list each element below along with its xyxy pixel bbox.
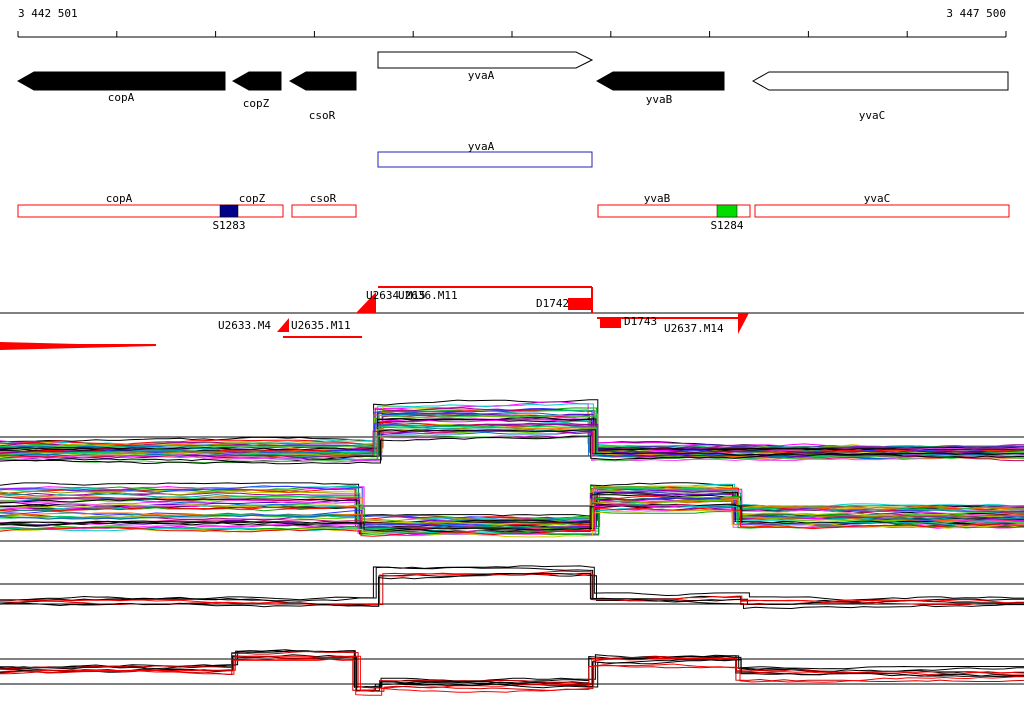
gene-arrow-yvaA[interactable] xyxy=(377,51,594,69)
profile-trace xyxy=(0,657,1024,696)
profile-trace xyxy=(0,508,1024,535)
ruler-start-coordinate: 3 442 501 xyxy=(18,7,78,20)
profile-trace xyxy=(0,655,1024,693)
profile-trace xyxy=(0,491,1024,524)
profile-trace xyxy=(0,505,1024,534)
profile-trace xyxy=(0,429,1024,462)
shift-feature-box[interactable] xyxy=(568,298,592,310)
profile-trace xyxy=(0,497,1024,527)
transcript-box-yvaA[interactable] xyxy=(377,151,593,168)
cds-box-copA[interactable] xyxy=(17,204,226,218)
profile-trace xyxy=(0,434,1024,463)
ruler-end-coordinate: 3 447 500 xyxy=(946,7,1006,20)
cds-box-csoR[interactable] xyxy=(291,204,357,218)
profile-trace xyxy=(0,426,1024,460)
profile-trace xyxy=(0,507,1024,537)
profile-trace xyxy=(0,435,1024,465)
profile-trace xyxy=(0,655,1024,692)
profile-trace xyxy=(0,509,1024,538)
cds-box-yvaB[interactable] xyxy=(597,204,751,218)
profile-trace xyxy=(0,573,1024,606)
profile-trace xyxy=(0,573,1024,610)
profile-trace xyxy=(0,417,1024,453)
segment-marker-S1284[interactable] xyxy=(716,204,738,218)
profile-trace xyxy=(0,428,1024,459)
profile-trace xyxy=(0,486,1024,522)
shift-feature-box[interactable] xyxy=(600,318,621,328)
gene-arrow-yvaB[interactable] xyxy=(595,71,725,91)
segment-marker-S1283[interactable] xyxy=(219,204,239,218)
profile-trace xyxy=(0,497,1024,529)
profile-trace xyxy=(0,573,1024,607)
shift-flag-triangle[interactable] xyxy=(0,342,156,350)
profile-trace xyxy=(0,565,1024,601)
cds-box-yvaC[interactable] xyxy=(754,204,1010,218)
shift-flag-triangle[interactable] xyxy=(277,318,289,332)
gene-arrow-copA[interactable] xyxy=(16,71,226,91)
profile-trace xyxy=(0,566,1024,604)
gene-arrow-csoR[interactable] xyxy=(288,71,357,91)
profile-trace xyxy=(0,505,1024,536)
shift-flag-triangle[interactable] xyxy=(356,292,376,313)
gene-arrow-yvaC[interactable] xyxy=(751,71,1009,91)
gene-arrow-copZ[interactable] xyxy=(231,71,282,91)
shift-flag-triangle[interactable] xyxy=(738,313,749,334)
profile-trace xyxy=(0,510,1024,536)
